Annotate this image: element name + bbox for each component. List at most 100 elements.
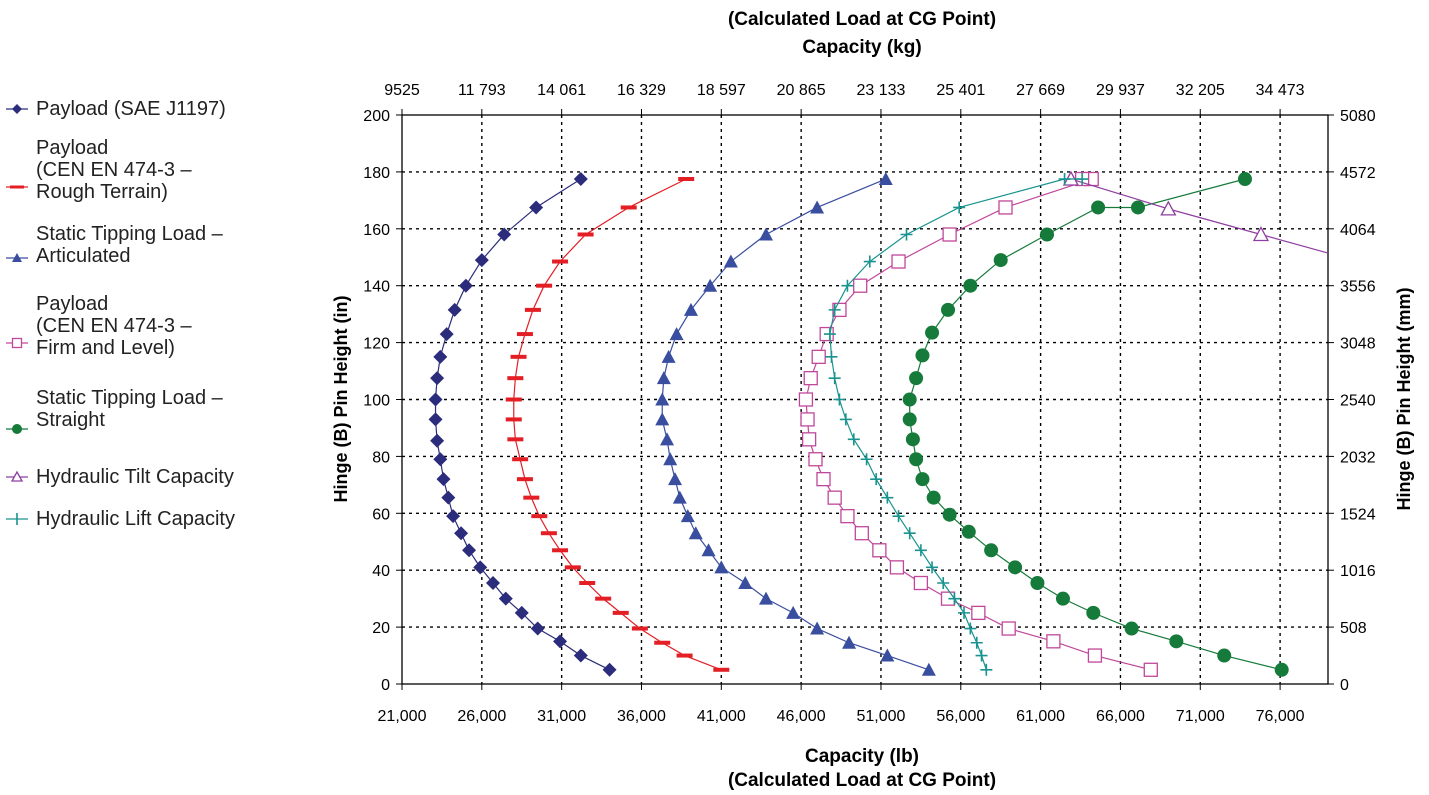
- y-tick-label: 120: [363, 336, 390, 353]
- data-point: [714, 560, 729, 574]
- x-tick-label: 76,000: [1256, 708, 1305, 725]
- data-point: [1058, 173, 1071, 186]
- data-point: [524, 307, 541, 312]
- y2-tick-label: 3048: [1340, 336, 1376, 353]
- data-point: [926, 561, 939, 574]
- data-point: [428, 412, 443, 427]
- plus-marker-icon: [6, 513, 28, 525]
- data-point: [505, 397, 522, 402]
- series-0: [428, 172, 617, 677]
- x2-tick-label: 14 061: [537, 82, 586, 99]
- data-point: [655, 412, 670, 426]
- data-point: [860, 453, 873, 466]
- data-point: [701, 543, 716, 557]
- data-point: [1143, 662, 1158, 677]
- x2-tick-label: 25 401: [936, 82, 985, 99]
- y2-tick-label: 508: [1340, 620, 1367, 637]
- data-point: [941, 302, 956, 317]
- data-point: [909, 452, 924, 467]
- data-point: [833, 393, 846, 406]
- data-point: [909, 371, 924, 386]
- data-point: [680, 509, 695, 523]
- data-point: [1091, 200, 1106, 215]
- data-point: [683, 302, 698, 316]
- y-tick-label: 40: [372, 563, 390, 580]
- data-point: [540, 531, 557, 536]
- x2-tick-label: 23 133: [856, 82, 905, 99]
- data-point: [441, 490, 456, 505]
- data-point: [1076, 173, 1089, 186]
- data-point: [523, 495, 540, 500]
- bottom-axis-title-line1: Capacity (lb): [805, 746, 919, 767]
- data-point: [880, 648, 895, 662]
- square-marker-icon: [6, 337, 28, 349]
- data-point: [914, 544, 927, 557]
- data-point: [984, 543, 999, 558]
- data-point: [1086, 605, 1101, 620]
- data-point: [507, 437, 524, 442]
- data-point: [1055, 591, 1070, 606]
- legend-label: Hydraulic Tilt Capacity: [36, 466, 234, 488]
- series-2: [655, 172, 936, 676]
- data-point: [1124, 621, 1139, 636]
- data-point: [892, 510, 905, 523]
- data-point: [825, 350, 838, 363]
- x2-tick-label: 16 329: [617, 82, 666, 99]
- data-point: [872, 543, 887, 558]
- data-point: [841, 279, 854, 292]
- data-point: [439, 327, 454, 342]
- data-point: [428, 392, 443, 407]
- data-point: [505, 417, 522, 422]
- data-point: [803, 371, 818, 386]
- data-point: [1131, 200, 1146, 215]
- data-point: [800, 412, 815, 427]
- data-point: [631, 626, 648, 631]
- data-point: [433, 452, 448, 467]
- data-point: [870, 473, 883, 486]
- legend-label: Static Tipping Load – Straight: [36, 387, 223, 431]
- series-line: [805, 178, 1151, 671]
- legend-label: Hydraulic Lift Capacity: [36, 508, 235, 530]
- data-point: [510, 354, 527, 359]
- data-point: [663, 452, 678, 466]
- data-point: [672, 490, 687, 504]
- data-point: [828, 372, 841, 385]
- data-point: [553, 634, 568, 649]
- x2-tick-label: 18 597: [697, 82, 746, 99]
- data-point: [970, 636, 983, 649]
- data-point: [620, 205, 637, 210]
- series-line: [909, 178, 1282, 671]
- data-point: [902, 412, 917, 427]
- data-point: [660, 432, 675, 446]
- x2-tick-label: 20 865: [777, 82, 826, 99]
- data-point: [863, 255, 876, 268]
- data-point: [531, 514, 548, 519]
- data-point: [925, 325, 940, 340]
- data-point: [948, 592, 961, 605]
- data-point: [926, 490, 941, 505]
- gridlines: [402, 115, 1328, 684]
- data-point: [530, 621, 545, 636]
- data-point: [654, 640, 671, 645]
- data-point: [878, 172, 893, 186]
- data-point: [497, 227, 512, 242]
- data-point: [1030, 576, 1045, 591]
- x-tick-label: 61,000: [1016, 708, 1065, 725]
- series-line: [661, 178, 930, 671]
- data-point: [486, 576, 501, 591]
- data-point: [798, 392, 814, 407]
- top-axis-title-line2: Capacity (kg): [802, 37, 921, 58]
- data-point: [942, 507, 957, 522]
- series-4: [902, 172, 1289, 677]
- y2-tick-label: 1016: [1340, 563, 1376, 580]
- y2-tick-label: 1524: [1340, 506, 1376, 523]
- data-point: [436, 472, 451, 487]
- x2-tick-label: 32 205: [1176, 82, 1225, 99]
- data-point: [937, 577, 950, 590]
- x2-tick-label: 27 669: [1016, 82, 1065, 99]
- data-point: [1217, 648, 1232, 663]
- data-point: [942, 227, 957, 242]
- data-point: [723, 254, 738, 268]
- data-point: [516, 477, 533, 482]
- data-point: [891, 254, 906, 269]
